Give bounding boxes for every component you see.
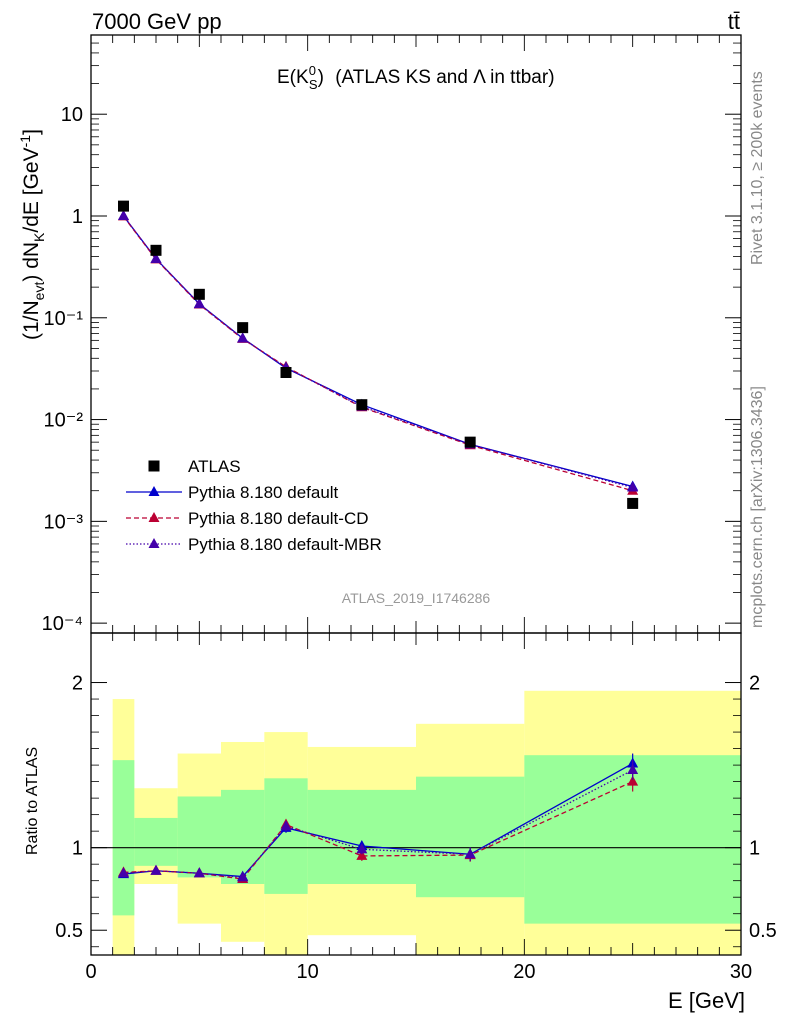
ylabel-sub2: K: [31, 232, 47, 242]
process-label: tt̄: [728, 9, 740, 34]
legend-marker: [148, 512, 160, 522]
legend-label: Pythia 8.180 default-MBR: [188, 535, 382, 554]
ratio-point: [356, 843, 368, 854]
y-tick-label: 10⁻¹: [44, 308, 84, 330]
series-line: [122, 215, 633, 489]
legend-label: Pythia 8.180 default-CD: [188, 509, 369, 528]
chart-title: E(K0 S) (ATLAS KS and Λ in ttbar): [277, 63, 555, 92]
data-point: [150, 244, 162, 256]
main-panel: 10 1 10⁻¹ 10⁻² 10⁻³ 10⁻⁴ ATLAS Pythia 8.180 def…: [42, 34, 742, 635]
x-tick-label: 10: [297, 961, 319, 983]
ratio-panel: 0.5 0.51 12 20 10 20 30: [55, 632, 777, 983]
ylabel-part3: /dE [GeV: [20, 147, 43, 232]
ratio-point: [280, 820, 292, 831]
ratio-point: [464, 848, 476, 859]
band-green: [221, 789, 265, 884]
ylabel-sub1: evt: [31, 282, 47, 301]
ratio-y-label-right: 0.5: [749, 920, 777, 942]
rivet-label: Rivet 3.1.10, ≥ 200k events: [749, 71, 766, 265]
ylabel-part4: ]: [20, 129, 43, 135]
mcplots-label: mcplots.cern.ch [arXiv:1306.3436]: [749, 386, 766, 628]
y-tick-label: 10⁻⁴: [42, 613, 83, 635]
ratio-point: [237, 871, 249, 882]
y-tick-label: 10: [61, 104, 83, 126]
band-green: [177, 796, 221, 878]
legend-marker: [148, 486, 160, 496]
x-tick-label: 30: [730, 961, 752, 983]
y-tick-label: 10⁻³: [44, 511, 84, 533]
ratio-point: [356, 849, 368, 860]
legend-marker-data: [148, 460, 160, 472]
ratio-y-label: 2: [72, 673, 83, 695]
ratio-y-label-right: 2: [749, 673, 760, 695]
xlabel: E [GeV]: [668, 988, 745, 1013]
energy-label: 7000 GeV pp: [92, 9, 222, 34]
data-point: [193, 288, 205, 300]
x-tick-label: 20: [513, 961, 535, 983]
ylabel-part1: (1/N: [20, 300, 43, 340]
main-ylabel: (1/Nevt) dNK/dE [GeV-1]: [17, 129, 47, 340]
band-green: [416, 776, 525, 898]
x-tick-label: 0: [85, 961, 96, 983]
analysis-id: ATLAS_2019_I1746286: [342, 590, 491, 606]
ratio-y-label: 1: [72, 838, 83, 860]
ratio-point: [118, 867, 129, 878]
mc-point: [150, 252, 162, 263]
ratio-line: [123, 769, 633, 879]
ylabel-part2: ) dN: [20, 242, 43, 282]
band-green: [134, 817, 178, 866]
legend-label: ATLAS: [188, 457, 241, 476]
title-math-close: ): [318, 67, 324, 88]
band-green: [264, 778, 308, 894]
data-point: [118, 200, 129, 212]
data-point: [237, 322, 249, 334]
ratio-point: [627, 764, 639, 775]
title-text: (ATLAS KS and Λ in ttbar): [335, 67, 554, 88]
series-line: [122, 216, 633, 492]
ratio-ylabel: Ratio to ATLAS: [24, 747, 41, 855]
series-line: [122, 215, 633, 488]
legend-label: Pythia 8.180 default: [188, 483, 339, 502]
ratio-point: [193, 867, 205, 878]
mc-point: [118, 209, 129, 220]
ratio-point: [150, 864, 162, 875]
title-math-sub: S: [309, 77, 318, 92]
ratio-point: [627, 775, 639, 786]
data-point: [356, 399, 368, 411]
legend-marker: [148, 538, 160, 548]
title-math-sup: 0: [309, 63, 316, 78]
ylabel-sup: -1: [17, 135, 33, 148]
ratio-y-label: 0.5: [55, 920, 83, 942]
band-green: [112, 760, 135, 916]
y-tick-label: 1: [72, 206, 83, 228]
data-point: [464, 436, 476, 448]
ratio-y-label-right: 1: [749, 838, 760, 860]
mc-point: [627, 481, 639, 492]
title-math: E(K: [277, 67, 309, 88]
mc-point: [237, 332, 249, 343]
ratio-line: [123, 781, 633, 880]
data-point: [627, 497, 639, 509]
mc-point: [193, 298, 205, 309]
data-point: [280, 366, 292, 378]
y-tick-label: 10⁻²: [44, 410, 84, 432]
